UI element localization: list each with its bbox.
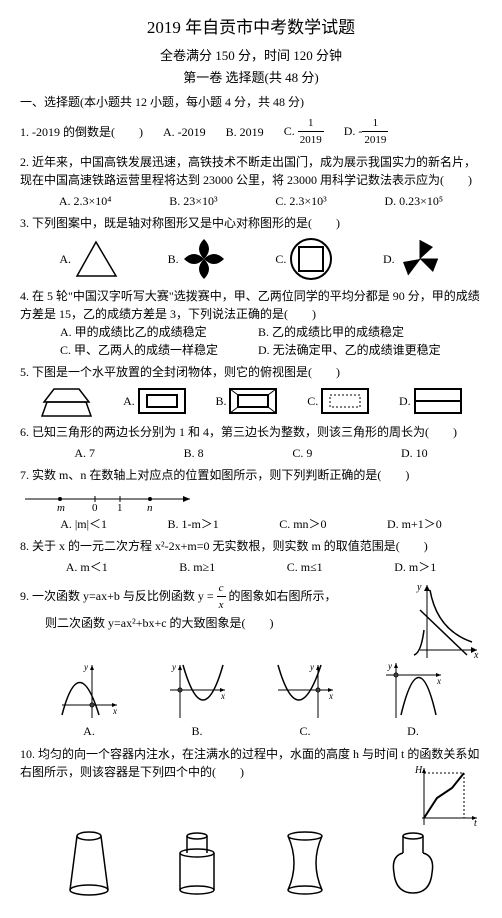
q10-vessel-b [170,828,225,898]
q6-opt-b: B. 8 [184,444,204,462]
q9-opt-a-label: A. [57,722,122,740]
q3-opt-d-label: D. [383,250,395,268]
q4-text: 4. 在 5 轮"中国汉字听写大赛"选拨赛中，甲、乙两位同学的平均分都是 90 … [20,287,482,323]
question-4: 4. 在 5 轮"中国汉字听写大赛"选拨赛中，甲、乙两位同学的平均分都是 90 … [20,287,482,359]
question-8: 8. 关于 x 的一元二次方程 x²-2x+m=0 无实数根，则实数 m 的取值… [20,537,482,576]
q8-text: 8. 关于 x 的一元二次方程 x²-2x+m=0 无实数根，则实数 m 的取值… [20,537,482,555]
q10-vessel-a [62,828,117,898]
q7-text: 7. 实数 m、n 在数轴上对应点的位置如图所示，则下列判断正确的是( ) [20,466,482,484]
q9-opt-c-label: C. [273,722,338,740]
q5-opt-b-label: B. [215,392,226,410]
q3-opt-b-label: B. [168,250,179,268]
exam-title: 2019 年自贡市中考数学试题 [20,15,482,41]
question-7: 7. 实数 m、n 在数轴上对应点的位置如图所示，则下列判断正确的是( ) m … [20,466,482,533]
q8-opt-b: B. m≥1 [179,558,215,576]
q1-opt-c: C. 12019 [284,115,324,149]
q5-a-icon [137,387,187,415]
svg-text:y: y [416,582,422,593]
q2-opt-d: D. 0.23×10⁵ [385,192,444,210]
q4-opt-b: B. 乙的成绩比甲的成绩稳定 [258,323,441,341]
q10-given-graph: t H [412,763,482,828]
q6-opt-d: D. 10 [401,444,428,462]
q3-opt-c-label: C. [275,250,286,268]
q2-opt-b: B. 23×10³ [169,192,217,210]
q3-opt-a-label: A. [59,250,71,268]
q5-object-icon [39,384,94,419]
svg-text:y: y [387,661,392,671]
svg-text:H: H [414,765,423,776]
exam-subtitle-1: 全卷满分 150 分，时间 120 分钟 [20,46,482,66]
exam-subtitle-2: 第一卷 选择题(共 48 分) [20,68,482,88]
q7-opt-b: B. 1-m＞1 [167,515,218,533]
question-2: 2. 近年来，中国高铁发展迅速，高铁技术不断走出国门，成为展示我国实力的新名片，… [20,153,482,210]
svg-text:y: y [171,662,176,672]
svg-text:1: 1 [117,502,123,512]
q1-opt-a: A. -2019 [163,123,206,141]
question-6: 6. 已知三角形的两边长分别为 1 和 4，第三边长为整数，则该三角形的周长为(… [20,423,482,462]
q1-opt-b: B. 2019 [226,123,264,141]
svg-text:y: y [83,662,88,672]
question-1: 1. -2019 的倒数是( ) A. -2019 B. 2019 C. 120… [20,115,482,149]
q9-text-1: 9. 一次函数 y=ax+b 与反比例函数 y = [20,588,217,602]
question-5: 5. 下图是一个水平放置的全封闭物体，则它的俯视图是( ) A. B. C. D… [20,363,482,419]
svg-text:0: 0 [92,502,98,512]
q4-opt-a: A. 甲的成绩比乙的成绩稳定 [60,323,218,341]
q5-d-icon [413,387,463,415]
q10-text-1: 10. 均匀的向一个容器内注水，在注满水的过程中，水面的高度 h 与时间 t 的… [20,745,482,763]
q9-given-graph: x y [412,580,482,660]
q5-b-icon [228,387,278,415]
q6-opt-c: C. 9 [292,444,312,462]
q4-opt-c: C. 甲、乙两人的成绩一样稳定 [60,341,218,359]
q2-opt-c: C. 2.3×10³ [275,192,326,210]
svg-text:x: x [436,676,441,686]
q5-opt-d-label: D. [399,392,411,410]
q7-opt-a: A. |m|＜1 [60,515,107,533]
question-3: 3. 下列图案中，既是轴对称图形又是中心对称图形的是( ) A. B. C. [20,214,482,282]
triangle-icon [74,239,119,279]
q7-opt-c: C. mn＞0 [279,515,326,533]
svg-text:x: x [473,650,479,660]
q3-text: 3. 下列图案中，既是轴对称图形又是中心对称图形的是( ) [20,214,482,232]
svg-text:m: m [57,502,65,512]
q5-opt-a-label: A. [123,392,135,410]
q1-opt-d: D. -12019 [344,115,389,149]
svg-text:x: x [328,691,333,701]
q5-c-icon [320,387,370,415]
q5-opt-c-label: C. [307,392,318,410]
q9-opt-d-label: D. [381,722,446,740]
q10-vessel-c [278,828,333,898]
svg-text:y: y [309,662,314,672]
q9-opt-b-label: B. [165,722,230,740]
q7-opt-d: D. m+1＞0 [387,515,442,533]
q10-vessel-d [386,828,441,898]
svg-text:x: x [220,691,225,701]
svg-text:n: n [147,502,153,512]
q1-text: 1. -2019 的倒数是( ) [20,123,143,141]
svg-text:t: t [474,818,477,828]
three-triangle-icon [398,237,443,282]
q6-text: 6. 已知三角形的两边长分别为 1 和 4，第三边长为整数，则该三角形的周长为(… [20,423,482,441]
question-9: x y 9. 一次函数 y=ax+b 与反比例函数 y = cx 的图象如右图所… [20,580,482,740]
pinwheel-icon [182,237,227,282]
number-line-icon: m 0 1 n [20,487,200,512]
q5-text: 5. 下图是一个水平放置的全封闭物体，则它的俯视图是( ) [20,363,482,381]
q2-opt-a: A. 2.3×10⁴ [59,192,112,210]
question-10: 10. 均匀的向一个容器内注水，在注满水的过程中，水面的高度 h 与时间 t 的… [20,745,482,898]
q4-opt-d: D. 无法确定甲、乙的成绩谁更稳定 [258,341,441,359]
q6-opt-a: A. 7 [74,444,95,462]
q8-opt-a: A. m＜1 [66,558,108,576]
q2-text: 2. 近年来，中国高铁发展迅速，高铁技术不断走出国门，成为展示我国实力的新名片，… [20,153,482,189]
circle-square-icon [289,237,334,282]
section-1-heading: 一、选择题(本小题共 12 小题，每小题 4 分，共 48 分) [20,93,482,111]
q9-text-2: 的图象如右图所示， [226,588,337,602]
q8-opt-d: D. m＞1 [394,558,436,576]
q8-opt-c: C. m≤1 [287,558,323,576]
